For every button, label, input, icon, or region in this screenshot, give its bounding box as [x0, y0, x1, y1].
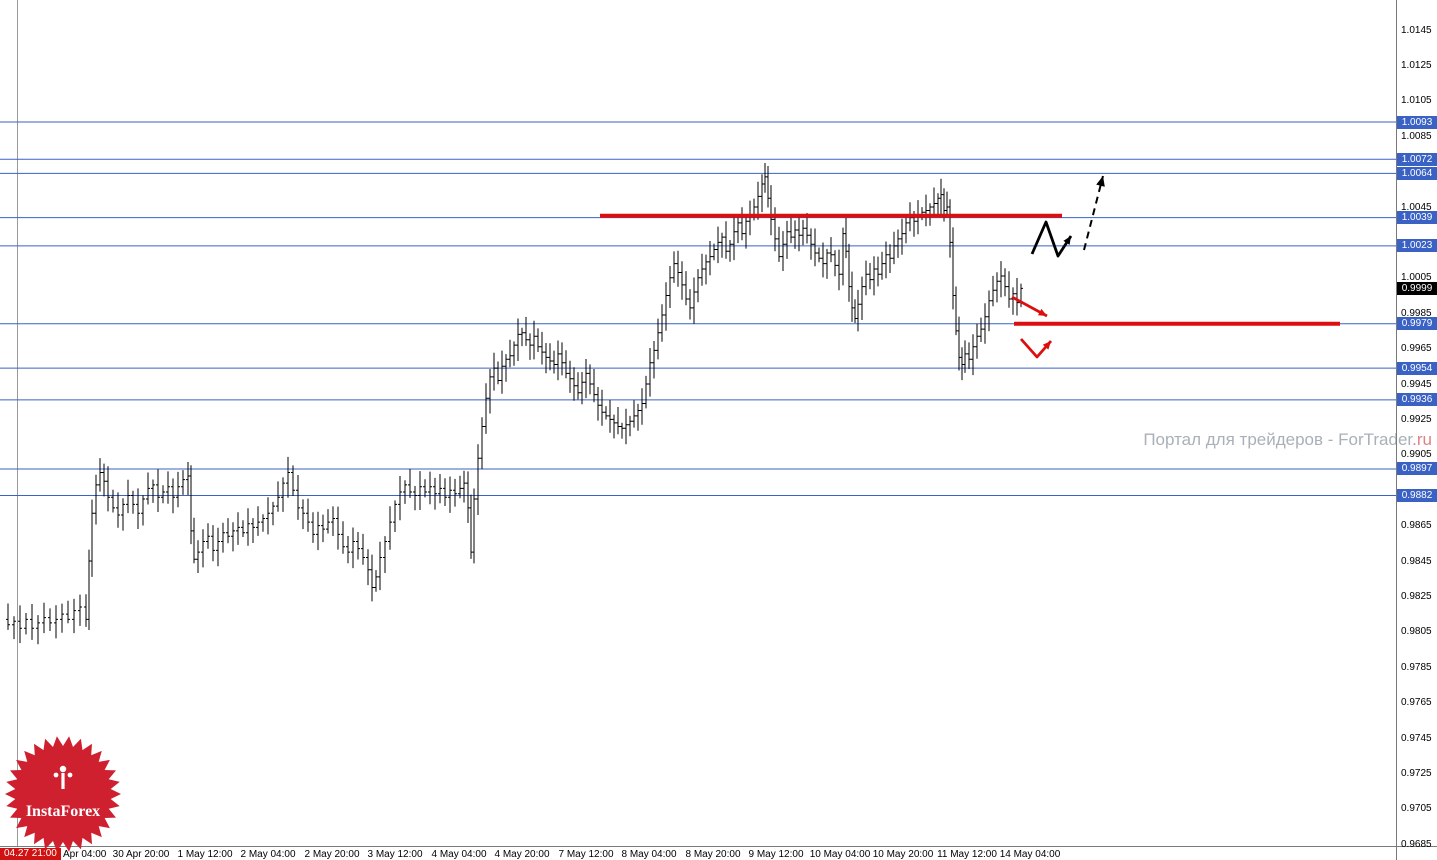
- time-axis-label: 9 May 12:00: [748, 849, 804, 860]
- price-tick-1.0125: 1.0125: [1401, 59, 1432, 71]
- dashed-up-arrow-arrow[interactable]: [1083, 175, 1104, 251]
- price-tick-1.0085: 1.0085: [1401, 130, 1432, 142]
- price-tick-0.9765: 0.9765: [1401, 697, 1432, 709]
- price-tick-0.9965: 0.9965: [1401, 343, 1432, 355]
- time-axis-label: 30 Apr 20:00: [112, 849, 170, 860]
- instaforex-logo-text: InstaForex: [26, 803, 100, 820]
- price-tick-0.9725: 0.9725: [1401, 767, 1432, 779]
- instaforex-emblem: [67, 772, 73, 778]
- instaforex-emblem: [59, 765, 67, 773]
- price-tick-0.9705: 0.9705: [1401, 803, 1432, 815]
- price-tick-0.9745: 0.9745: [1401, 732, 1432, 744]
- time-axis-label: 4 May 04:00: [431, 849, 487, 860]
- price-tick-0.9945: 0.9945: [1401, 378, 1432, 390]
- logo-starburst: [5, 736, 121, 852]
- price-bars[interactable]: [6, 163, 1023, 645]
- red-arrow-1-head: [1038, 308, 1047, 316]
- time-axis-label: 7 May 12:00: [558, 849, 614, 860]
- time-axis-label: 30 Apr 04:00: [49, 849, 107, 860]
- price-tick-1.0005: 1.0005: [1401, 272, 1432, 284]
- time-axis-label: 8 May 20:00: [685, 849, 741, 860]
- level-price-label-1.0039[interactable]: 1.0039: [1397, 211, 1437, 225]
- price-tick-0.9905: 0.9905: [1401, 449, 1432, 461]
- level-price-label-0.9979[interactable]: 0.9979: [1397, 317, 1437, 331]
- price-tick-1.0105: 1.0105: [1401, 95, 1432, 107]
- price-tick-0.9805: 0.9805: [1401, 626, 1432, 638]
- time-axis-label: 11 May 12:00: [937, 849, 997, 860]
- level-price-label-0.9897[interactable]: 0.9897: [1397, 462, 1437, 476]
- time-axis-label: 3 May 12:00: [367, 849, 423, 860]
- price-tick-0.9925: 0.9925: [1401, 413, 1432, 425]
- price-tick-0.9685: 0.9685: [1401, 838, 1432, 850]
- black-zigzag-arrow[interactable]: [1030, 220, 1073, 258]
- red-arrow-2-arrow[interactable]: [1019, 338, 1053, 359]
- watermark: Портал для трейдеров - ForTrader.ru: [1143, 430, 1432, 450]
- time-axis-label: 10 May 20:00: [872, 849, 934, 860]
- level-price-label-0.9882[interactable]: 0.9882: [1397, 489, 1437, 502]
- time-axis-label: 10 May 04:00: [809, 849, 871, 860]
- level-price-label-0.9936[interactable]: 0.9936: [1397, 393, 1437, 407]
- watermark-accent: .ru: [1412, 430, 1432, 449]
- black-zigzag-head: [1063, 236, 1071, 245]
- price-tick-0.9845: 0.9845: [1401, 555, 1432, 567]
- current-price-label: 0.9999: [1397, 281, 1437, 295]
- time-axis-label: 14 May 04:00: [999, 849, 1061, 860]
- time-axis-label: 2 May 04:00: [240, 849, 296, 860]
- level-price-label-1.0093[interactable]: 1.0093: [1397, 115, 1437, 129]
- watermark-text: Портал для трейдеров - ForTrader: [1143, 430, 1413, 449]
- time-axis-label: 1 May 12:00: [177, 849, 233, 860]
- price-tick-1.0045: 1.0045: [1401, 201, 1432, 213]
- price-tick-0.9825: 0.9825: [1401, 590, 1432, 602]
- level-price-label-1.0064[interactable]: 1.0064: [1397, 166, 1437, 180]
- time-axis-label: 4 May 20:00: [494, 849, 550, 860]
- price-axis-border: [1396, 0, 1397, 860]
- instaforex-emblem: [61, 773, 65, 789]
- instaforex-emblem: [53, 772, 59, 778]
- level-price-label-1.0072[interactable]: 1.0072: [1397, 152, 1437, 166]
- time-axis-label: 2 May 20:00: [304, 849, 360, 860]
- price-tick-0.9985: 0.9985: [1401, 307, 1432, 319]
- instaforex-logo: InstaForex: [5, 736, 121, 852]
- price-tick-0.9865: 0.9865: [1401, 520, 1432, 532]
- time-axis-marker: 04.27 21:00: [0, 848, 61, 860]
- red-arrow-2-head: [1042, 341, 1051, 350]
- level-price-label-1.0023[interactable]: 1.0023: [1397, 239, 1437, 253]
- price-tick-1.0145: 1.0145: [1401, 24, 1432, 36]
- level-price-label-0.9954[interactable]: 0.9954: [1397, 361, 1437, 375]
- price-tick-0.9785: 0.9785: [1401, 661, 1432, 673]
- dashed-up-arrow-head: [1096, 176, 1105, 187]
- time-axis-label: 8 May 04:00: [621, 849, 677, 860]
- time-axis-border: [0, 846, 1437, 847]
